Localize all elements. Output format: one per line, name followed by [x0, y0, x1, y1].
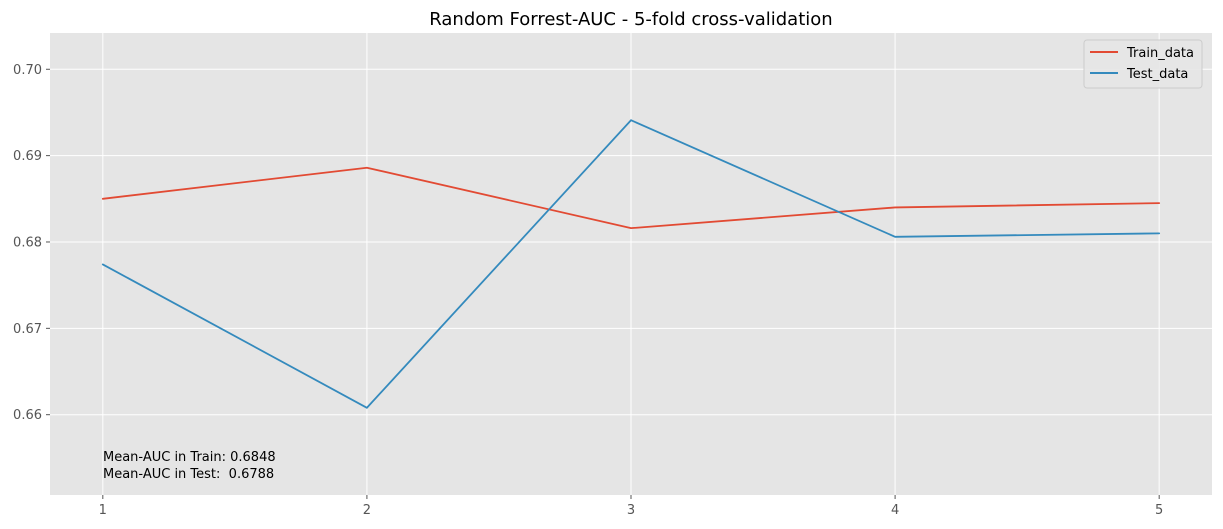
mean-auc-test-annotation: Mean-AUC in Test: 0.6788	[103, 467, 274, 482]
grid-lines	[50, 33, 1212, 495]
y-tick-label: 0.69	[13, 149, 42, 164]
y-axis-ticks: 0.66 0.67 0.68 0.69 0.70	[13, 63, 50, 423]
mean-auc-annotations: Mean-AUC in Train: 0.6848 Mean-AUC in Te…	[103, 450, 276, 482]
mean-auc-train-annotation: Mean-AUC in Train: 0.6848	[103, 450, 276, 465]
chart-title: Random Forrest-AUC - 5-fold cross-valida…	[429, 9, 832, 30]
legend: Train_data Test_data	[1083, 39, 1203, 89]
x-tick-label: 1	[99, 503, 107, 518]
series-line-test-data	[101, 119, 1161, 409]
x-tick-label: 4	[891, 503, 899, 518]
y-tick-label: 0.68	[13, 235, 42, 250]
series-lines	[101, 119, 1161, 409]
legend-label-test: Test_data	[1126, 67, 1188, 82]
y-tick-label: 0.70	[13, 63, 42, 78]
legend-label-train: Train_data	[1126, 46, 1194, 61]
x-tick-label: 5	[1155, 503, 1163, 518]
x-axis-ticks: 1 2 3 4 5	[99, 495, 1163, 518]
x-tick-label: 2	[363, 503, 371, 518]
y-tick-label: 0.67	[13, 322, 42, 337]
y-tick-label: 0.66	[13, 408, 42, 423]
series-line-train-data	[101, 166, 1161, 230]
x-tick-label: 3	[627, 503, 635, 518]
